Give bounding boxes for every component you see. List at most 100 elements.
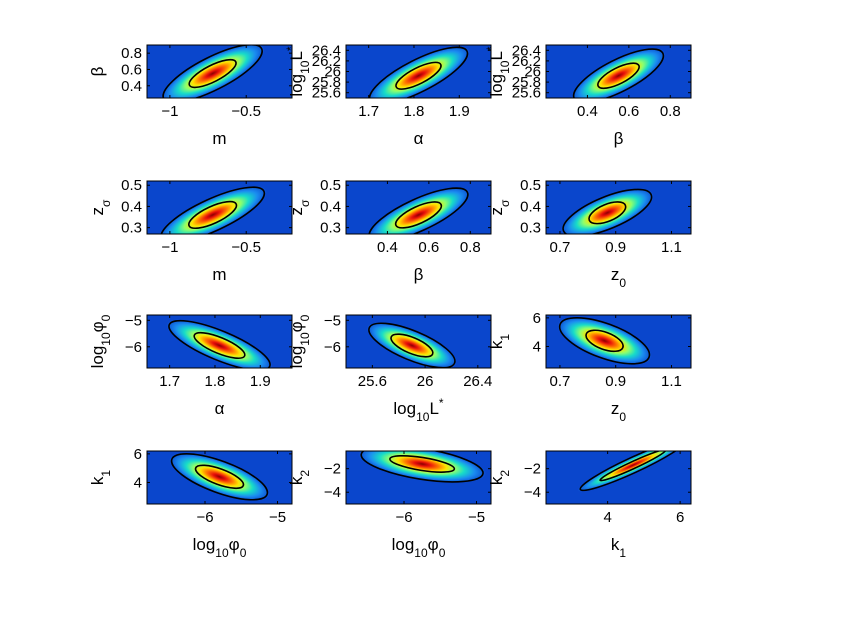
y-tick-label: 26.4 (312, 42, 341, 59)
x-tick-label: 26 (417, 373, 434, 390)
y-axis-label-sub: 10 (498, 60, 512, 74)
x-axis-label-group: z0 (611, 265, 627, 290)
contour-1sigma (389, 454, 456, 473)
y-tick-label: −6 (125, 339, 142, 356)
y-tick-label: 26 (324, 64, 341, 81)
axes-frame (345, 450, 492, 505)
x-tick-label: 1.8 (205, 373, 226, 390)
contour-1sigma (390, 333, 434, 358)
x-axis-label: m (212, 129, 226, 148)
x-axis-label: k (611, 535, 620, 554)
y-axis-label-group: zσ (88, 199, 113, 216)
x-tick-label: 1.1 (661, 239, 682, 256)
y-axis-label-group: k1 (88, 470, 113, 486)
contour-1sigma (599, 451, 667, 482)
y-tick-label: 6 (134, 446, 142, 463)
x-tick-label: 1.9 (449, 103, 470, 120)
y-axis-label-sub: σ (498, 199, 512, 207)
contour-1sigma (394, 201, 443, 229)
y-tick-label: 0.5 (520, 177, 541, 194)
axes-frame (146, 44, 293, 99)
subplot-7: 1.7 1.8 1.9 −6 −5 α log10φ0 (88, 312, 293, 418)
x-axis-label-tail: L (429, 399, 438, 418)
axes-frame (146, 314, 293, 369)
y-axis-label-sup: * (484, 46, 498, 51)
y-tick-label: 6 (533, 310, 541, 327)
axes-frame (545, 314, 692, 369)
y-axis-label: log (287, 74, 306, 97)
y-axis-label-sub: 10 (298, 60, 312, 74)
density-heatmap (346, 181, 491, 234)
y-axis-label-group: β (88, 66, 107, 76)
y-tick-label: 0.3 (520, 220, 541, 237)
x-tick-label: 1.7 (159, 373, 180, 390)
y-axis-label: log (487, 74, 506, 97)
y-axis-label-sub2: 0 (99, 314, 113, 321)
y-axis-label: k (88, 476, 107, 485)
x-axis-label-sub: 1 (619, 546, 626, 560)
x-axis-label: β (614, 129, 624, 148)
y-axis-label-group: zσ (287, 199, 312, 216)
contour-1sigma (193, 331, 246, 360)
y-tick-label: −5 (125, 312, 142, 329)
contour-2sigma (160, 186, 266, 234)
contour-1sigma (588, 201, 627, 225)
y-tick-label: −2 (524, 461, 541, 478)
x-tick-label: −1 (161, 103, 178, 120)
x-axis-label-group: k1 (611, 535, 627, 560)
x-axis-label-sub2: 0 (240, 546, 247, 560)
x-axis-label: β (414, 265, 424, 284)
y-axis-label: β (88, 66, 107, 76)
y-tick-label: 26 (524, 64, 541, 81)
y-tick-label: 4 (533, 339, 541, 356)
y-axis-label-sub: 10 (99, 332, 113, 346)
y-tick-label: 0.4 (320, 198, 341, 215)
subplot-1: −1 −0.5 0.40.60.8 m β (88, 44, 293, 148)
x-axis-label-tail: φ (428, 535, 439, 554)
x-tick-label: 0.9 (605, 373, 626, 390)
x-axis-label-group: β (614, 129, 624, 148)
contour-2sigma (368, 187, 469, 234)
x-axis-label: log (393, 399, 416, 418)
contour-2sigma (579, 451, 687, 492)
x-axis-label-group: α (215, 399, 225, 418)
y-tick-label: 25.6 (512, 85, 541, 102)
x-tick-label: 0.7 (550, 373, 571, 390)
x-axis-label-group: β (414, 265, 424, 284)
y-tick-label: 0.3 (320, 220, 341, 237)
y-tick-label: 0.8 (121, 45, 142, 62)
y-tick-label: 0.6 (121, 61, 142, 78)
x-tick-label: −0.5 (231, 103, 261, 120)
subplot-10: −6 −5 4 6 log10φ0 k1 (88, 446, 293, 560)
contour-2sigma (572, 48, 665, 98)
y-tick-label: −4 (324, 484, 341, 501)
x-tick-label: −1 (161, 239, 178, 256)
y-axis-label-group: log10L* (484, 46, 512, 97)
x-tick-label: 0.6 (418, 239, 439, 256)
x-axis-label-sub2: 0 (439, 546, 446, 560)
axes-frame (545, 450, 692, 505)
contour-2sigma (368, 322, 456, 368)
x-axis-label-group: z0 (611, 399, 627, 424)
x-tick-label: 0.9 (605, 239, 626, 256)
subplot-11: −6 −5 −4 −2 log10φ0 k2 (287, 450, 492, 560)
x-axis-label-group: log10φ0 (193, 535, 247, 560)
x-axis-label-group: m (212, 265, 226, 284)
contour-2sigma (168, 319, 271, 368)
y-tick-label: 0.4 (520, 198, 541, 215)
y-tick-label: 0.4 (121, 198, 142, 215)
x-axis-label-group: log10L* (393, 396, 444, 424)
y-axis-label: z (487, 207, 506, 216)
y-axis-label-sub: 1 (498, 334, 512, 341)
x-axis-label: z (611, 399, 620, 418)
x-axis-label: α (215, 399, 225, 418)
x-tick-label: −6 (196, 509, 213, 526)
y-axis-label-sub: σ (298, 199, 312, 207)
density-heatmap (546, 45, 691, 98)
x-tick-label: 25.6 (358, 373, 387, 390)
y-axis-label-group: log10φ0 (88, 314, 113, 368)
x-axis-label: log (392, 535, 415, 554)
